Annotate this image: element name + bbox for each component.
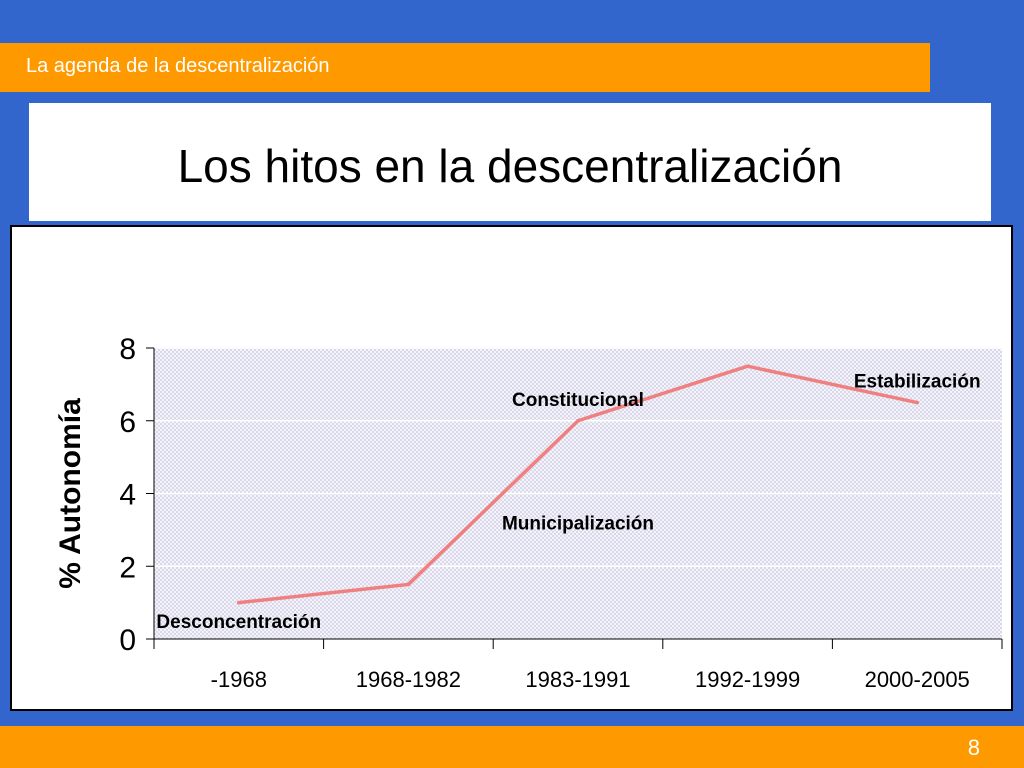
x-tick-label: 1968-1982	[356, 667, 461, 692]
x-tick-label: 1992-1999	[695, 667, 800, 692]
section-header-bar: La agenda de la descentralización	[0, 43, 930, 92]
title-box: Los hitos en la descentralización	[29, 103, 991, 221]
x-tick-label: 1983-1991	[525, 667, 630, 692]
y-tick-label: 0	[119, 624, 136, 657]
y-tick-label: 8	[119, 333, 136, 366]
annotation-label: Estabilización	[854, 372, 981, 393]
y-tick-label: 4	[119, 479, 136, 512]
section-title: La agenda de la descentralización	[26, 55, 330, 77]
series-point	[406, 582, 411, 587]
annotation-label: Desconcentración	[156, 612, 321, 633]
line-chart: 0 2 4 6 8 -1968 1968-1982 1983-1991 1992-1999 200…	[54, 333, 1003, 692]
x-tick-label: 2000-2005	[865, 667, 970, 692]
y-axis-label: % Autonomía	[54, 398, 87, 589]
y-tick-label: 6	[119, 406, 136, 439]
x-tick-label: -1968	[211, 667, 267, 692]
annotation-label: Constitucional	[512, 390, 644, 411]
annotation-label: Municipalización	[502, 514, 654, 535]
slide-title: Los hitos en la descentralización	[177, 140, 843, 192]
series-point	[745, 364, 750, 368]
chart-container: 0 2 4 6 8 -1968 1968-1982 1983-1991 1992-1999 200…	[10, 225, 1013, 711]
page-number: 8	[967, 735, 980, 760]
series-point	[915, 400, 919, 405]
footer-bar: 8	[0, 726, 1024, 768]
series-point	[576, 419, 580, 423]
series-point	[237, 600, 241, 605]
y-tick-label: 2	[119, 551, 136, 584]
